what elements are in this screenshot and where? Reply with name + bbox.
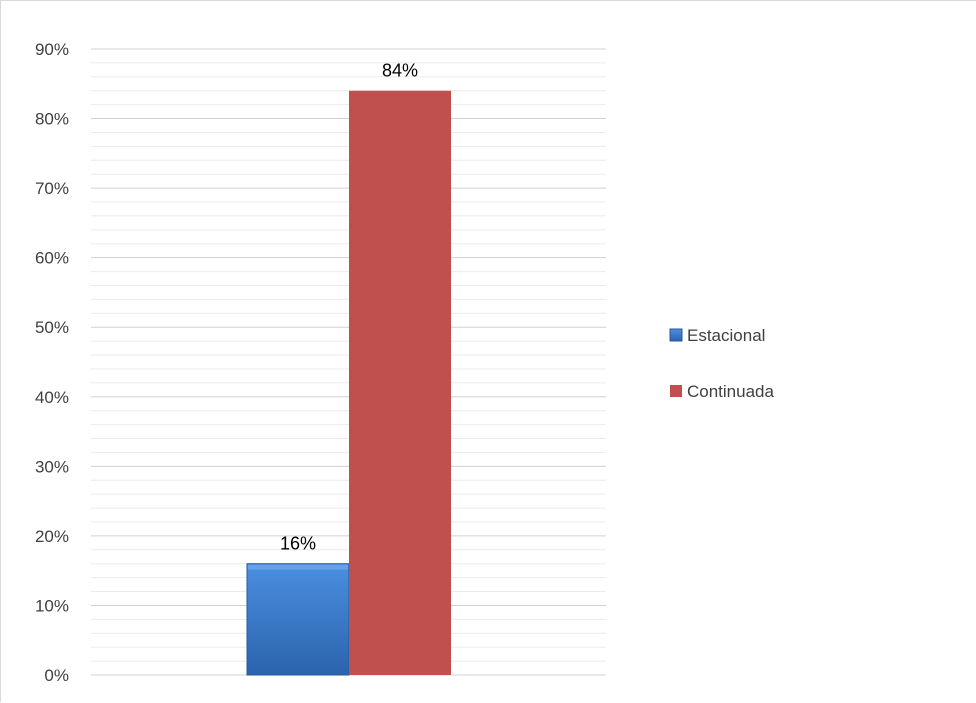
y-tick-label: 30% <box>35 457 69 476</box>
legend-swatch-continuada <box>670 385 682 397</box>
y-tick-label: 10% <box>35 596 69 615</box>
y-tick-label: 90% <box>35 40 69 59</box>
y-axis: 0% 10% 20% 30% 40% 50% 60% 70% 80% 90% <box>35 40 69 685</box>
y-tick-label: 60% <box>35 249 69 268</box>
data-label-estacional: 16% <box>280 534 316 554</box>
bar-continuada <box>349 90 451 675</box>
y-tick-label: 50% <box>35 318 69 337</box>
y-tick-label: 80% <box>35 110 69 129</box>
y-tick-label: 40% <box>35 388 69 407</box>
bars <box>246 90 451 676</box>
data-label-continuada: 84% <box>382 61 418 81</box>
bar-estacional <box>246 563 350 676</box>
gridlines <box>91 48 606 676</box>
legend: Estacional Continuada <box>669 326 775 401</box>
y-tick-label: 70% <box>35 179 69 198</box>
legend-label-estacional: Estacional <box>687 326 765 345</box>
legend-label-continuada: Continuada <box>687 382 775 401</box>
y-tick-label: 20% <box>35 527 69 546</box>
legend-swatch-estacional <box>669 328 683 342</box>
y-tick-label: 0% <box>44 666 69 685</box>
data-labels: 16% 84% <box>280 61 418 554</box>
bar-bevel <box>248 564 348 570</box>
